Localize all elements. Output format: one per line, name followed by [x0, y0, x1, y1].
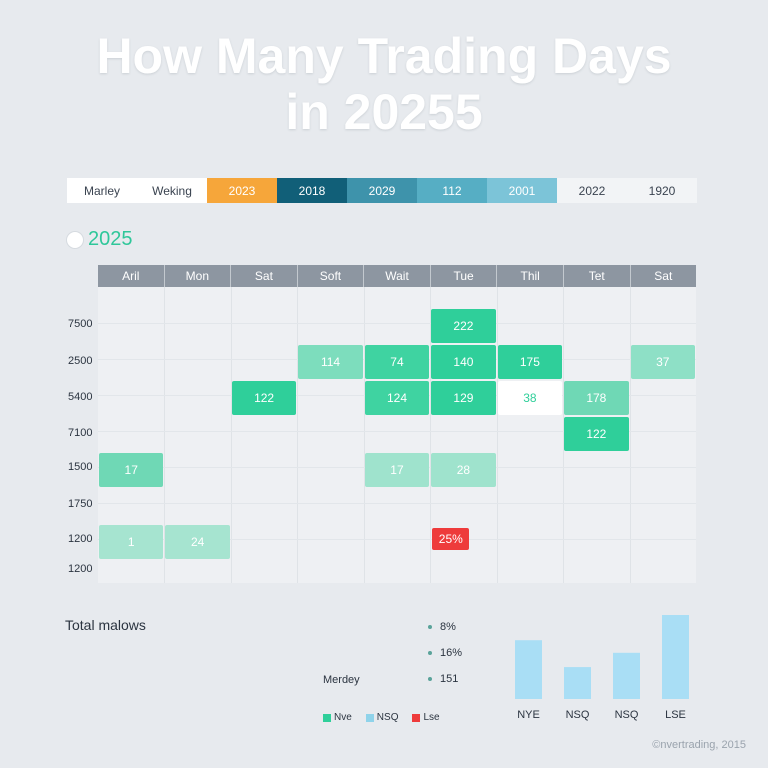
- row-label: 7100: [68, 427, 93, 439]
- bar-label: NYE: [517, 709, 540, 721]
- percentage-value: 8%: [440, 621, 456, 633]
- legend-swatch: [365, 713, 374, 722]
- title-line-2: in 20255: [285, 84, 483, 140]
- trading-days-heatmap: Aril Mon Sat Soft Wait Tue Thil Tet Sat 222 114 74…: [98, 265, 696, 583]
- grid-line: [430, 287, 432, 583]
- grid-line: [297, 287, 299, 583]
- percentage-item: 16%: [428, 647, 462, 659]
- percentage-item: 151: [428, 673, 458, 685]
- bullet-icon: [428, 677, 432, 681]
- legend-label: Lse: [423, 712, 440, 723]
- tab-3[interactable]: 2018: [277, 178, 347, 203]
- heatmap-cell: 114: [298, 345, 363, 379]
- bar-label: NSQ: [615, 709, 639, 721]
- heatmap-cell: 129: [431, 381, 496, 415]
- exchange-bar-chart: NYE NSQ NSQ LSE: [515, 615, 689, 721]
- bar-label: LSE: [665, 709, 686, 721]
- grid-line: [363, 287, 365, 583]
- legend-swatch: [323, 713, 331, 722]
- row-label: 7500: [68, 318, 93, 330]
- legend-item: Nve: [323, 712, 352, 723]
- grid-line: [164, 287, 166, 583]
- grid-line: [98, 503, 696, 504]
- tab-5[interactable]: 112: [417, 178, 487, 203]
- grid-line: [98, 539, 696, 540]
- grid-line: [496, 287, 498, 583]
- heatmap-cell: 140: [431, 345, 496, 379]
- column-header: Tet: [564, 265, 631, 287]
- year-selector[interactable]: 2025: [66, 228, 133, 251]
- bullet-icon: [428, 625, 432, 629]
- bullet-icon: [428, 651, 432, 655]
- page-title: How Many Trading Days in 20255: [0, 28, 768, 140]
- grid-line: [230, 287, 232, 583]
- heatmap-cell: 74: [364, 345, 430, 379]
- column-header: Mon: [165, 265, 232, 287]
- bar: [515, 640, 542, 699]
- heatmap-cell: 178: [564, 381, 629, 415]
- tab-8[interactable]: 1920: [627, 178, 697, 203]
- bar: [662, 615, 689, 699]
- heatmap-cell: 25%: [432, 528, 470, 550]
- heatmap-cell: 124: [364, 381, 430, 415]
- legend-title: Total malows: [65, 617, 146, 633]
- row-label: 1200: [68, 533, 93, 545]
- row-label: 1500: [68, 461, 93, 473]
- legend-label: Nve: [334, 712, 352, 723]
- tab-7[interactable]: 2022: [557, 178, 627, 203]
- legend-swatch: [412, 713, 421, 722]
- tab-1[interactable]: Weking: [137, 178, 207, 203]
- grid-line: [563, 287, 565, 583]
- filter-tabs: Marley Weking 2023 2018 2029 112 2001 2022 1920: [67, 178, 697, 203]
- bar: [564, 667, 591, 699]
- row-label: 1750: [68, 498, 93, 510]
- column-headers: Aril Mon Sat Soft Wait Tue Thil Tet Sat: [98, 265, 696, 287]
- heatmap-cell: 1: [99, 525, 164, 559]
- bar: [613, 652, 640, 699]
- heatmap-cell: 28: [431, 453, 496, 487]
- heatmap-cell: 24: [165, 525, 230, 559]
- tab-4[interactable]: 2029: [347, 178, 417, 203]
- heatmap-cell: 222: [431, 309, 496, 343]
- heatmap-cell: 122: [564, 417, 629, 451]
- heatmap-cell: 17: [364, 453, 430, 487]
- heatmap-cell: 175: [497, 345, 563, 379]
- legend-item: Lse: [412, 712, 440, 723]
- legend-item: NSQ: [365, 712, 399, 723]
- column-header: Thil: [497, 265, 564, 287]
- bar-label: NSQ: [566, 709, 590, 721]
- heatmap-cell: 38: [497, 381, 563, 415]
- row-label: 2500: [68, 355, 93, 367]
- heatmap-cell: 17: [99, 453, 164, 487]
- row-label: 5400: [68, 391, 93, 403]
- column-header: Soft: [298, 265, 365, 287]
- footer-credit: ©nvertrading, 2015: [652, 739, 746, 751]
- minor-label: Merdey: [323, 674, 360, 686]
- grid-line: [98, 323, 696, 324]
- column-header: Sat: [654, 269, 673, 283]
- column-header: Wait: [364, 265, 431, 287]
- title-line-1: How Many Trading Days: [96, 28, 672, 84]
- percentage-item: 8%: [428, 621, 456, 633]
- grid-line: [98, 431, 696, 432]
- row-label: 1200: [68, 563, 93, 575]
- column-header: Aril: [98, 265, 165, 287]
- grid-line: [629, 287, 631, 583]
- percentage-value: 151: [440, 673, 459, 685]
- heatmap-cell: 122: [231, 381, 297, 415]
- tab-0[interactable]: Marley: [67, 178, 137, 203]
- column-header: Sat: [231, 265, 298, 287]
- year-label: 2025: [88, 228, 133, 250]
- tab-6[interactable]: 2001: [487, 178, 557, 203]
- percentage-value: 16%: [440, 647, 463, 659]
- radio-button[interactable]: [66, 230, 84, 249]
- legend-label: NSQ: [376, 712, 399, 723]
- tab-2[interactable]: 2023: [207, 178, 277, 203]
- column-header: Tue: [431, 265, 498, 287]
- heatmap-cell: 37: [630, 345, 695, 379]
- legend: Nve NSQ Lse: [323, 712, 440, 723]
